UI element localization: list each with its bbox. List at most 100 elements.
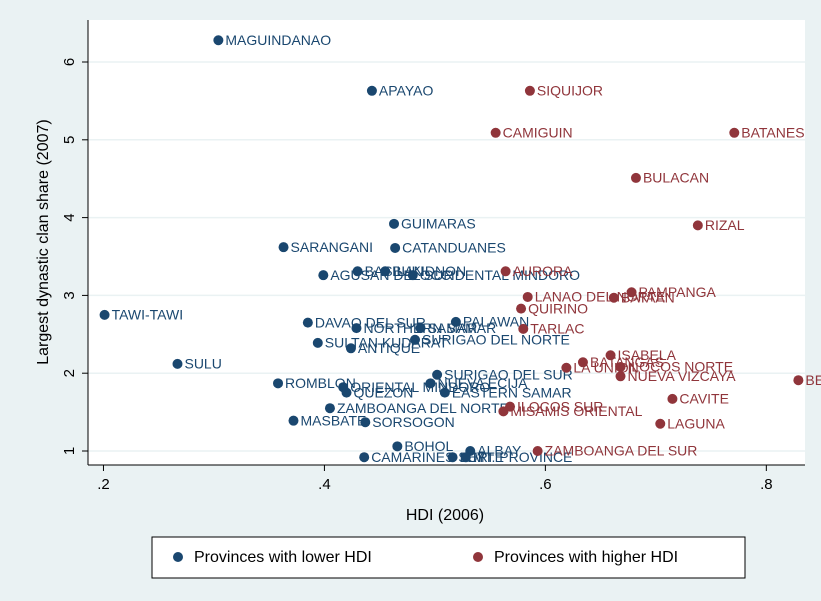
point [324,403,335,414]
point [450,316,461,327]
point [630,172,641,183]
point [288,415,299,426]
point [615,371,626,382]
legend-label: Provinces with higher HDI [494,549,678,566]
point-label: TARLAC [530,321,584,337]
point [432,369,443,380]
point-label: BENGUET [805,372,821,388]
point-label: QUEZON [354,384,414,400]
point-label: DAVAO DEL SUR [315,314,426,330]
point-label: ISABELA [618,347,677,363]
point-label: PAMPANGA [639,284,717,300]
point-label: ORIENTAL MINDORO [350,379,490,395]
point-label: CAMARINES SUR [371,449,488,465]
point-label: MISAMIS ORIENTAL [510,403,642,419]
point [692,220,703,231]
y-tick-label: 6 [61,58,78,66]
point [608,292,619,303]
y-tick-label: 4 [61,213,78,221]
point [561,362,572,373]
point [518,323,529,334]
point-label: APAYAO [379,82,434,98]
point [302,317,313,328]
point [524,85,535,96]
point-label: CAMIGUIN [503,125,573,141]
point [392,441,403,452]
y-axis-title: Largest dynastic clan share (2007) [35,119,52,364]
point-label: BULACAN [643,170,709,186]
point-label: QUIRINO [528,300,588,316]
y-tick-label: 1 [61,447,78,455]
point [655,418,666,429]
point [460,452,471,463]
point-label: ALBAY [477,443,522,459]
point [352,266,363,277]
point-label: SARANGANI [291,239,373,255]
point-label: SORSOGON [372,414,454,430]
point [99,309,110,320]
point-label: SULTAN KUDARAT [325,335,448,351]
x-tick-label: .4 [318,476,331,493]
point [516,303,527,314]
point-label: PALAWAN [463,314,529,330]
point-label: OCCIDENTAL MINDORO [420,267,580,283]
point [793,375,804,386]
point-label: NUEVA ECIJA [437,375,528,391]
point [667,393,678,404]
point-label: MAGUINDANAO [225,32,331,48]
point [341,387,352,398]
point [390,242,401,253]
point [172,358,183,369]
point [415,323,426,334]
point-label: SIQUIJOR [537,82,603,98]
point [312,337,323,348]
point-label: LEYTE [460,449,504,465]
point [447,452,458,463]
point [366,85,377,96]
point-label: NUEVA VIZCAYA [628,368,737,384]
point-label: SAMAR [428,320,478,336]
point [505,401,516,412]
point-label: NORTHERN SAMAR [363,320,496,336]
point [318,270,329,281]
legend-label: Provinces with lower HDI [194,549,372,566]
point [522,291,533,302]
point [410,334,421,345]
point-label: SURIGAO DEL SUR [444,366,573,382]
point-label: LA UNION [573,359,638,375]
point [532,445,543,456]
point [359,452,370,463]
y-tick-label: 3 [61,291,78,299]
point-label: RIZAL [705,217,745,233]
point [407,270,418,281]
point [439,387,450,398]
legend-marker [173,552,183,562]
point [380,266,391,277]
point-label: ZAMBOANGA DEL SUR [545,443,698,459]
point [213,35,224,46]
point [389,218,400,229]
point-label: ZAMBOANGA DEL NORTE [337,400,509,416]
point-label: LAGUNA [667,415,725,431]
point-label: BOHOL [404,438,453,454]
point [615,361,626,372]
point [626,287,637,298]
point-label: BATAAN [621,289,675,305]
point-label: AURORA [513,263,574,279]
point-label: GUIMARAS [401,216,476,232]
point-label: MT. PROVINCE [473,449,573,465]
point-label: ILOCOS NORTE [628,359,734,375]
x-tick-label: .8 [760,476,773,493]
legend-marker [473,552,483,562]
point-label: CAVITE [679,391,729,407]
point [605,350,616,361]
point-label: MASBATE [300,412,366,428]
x-axis-title: HDI (2006) [406,507,484,524]
y-tick-label: 2 [61,369,78,377]
point [360,417,371,428]
point [425,378,436,389]
point-label: BATANES [741,125,804,141]
x-tick-label: .2 [97,476,110,493]
